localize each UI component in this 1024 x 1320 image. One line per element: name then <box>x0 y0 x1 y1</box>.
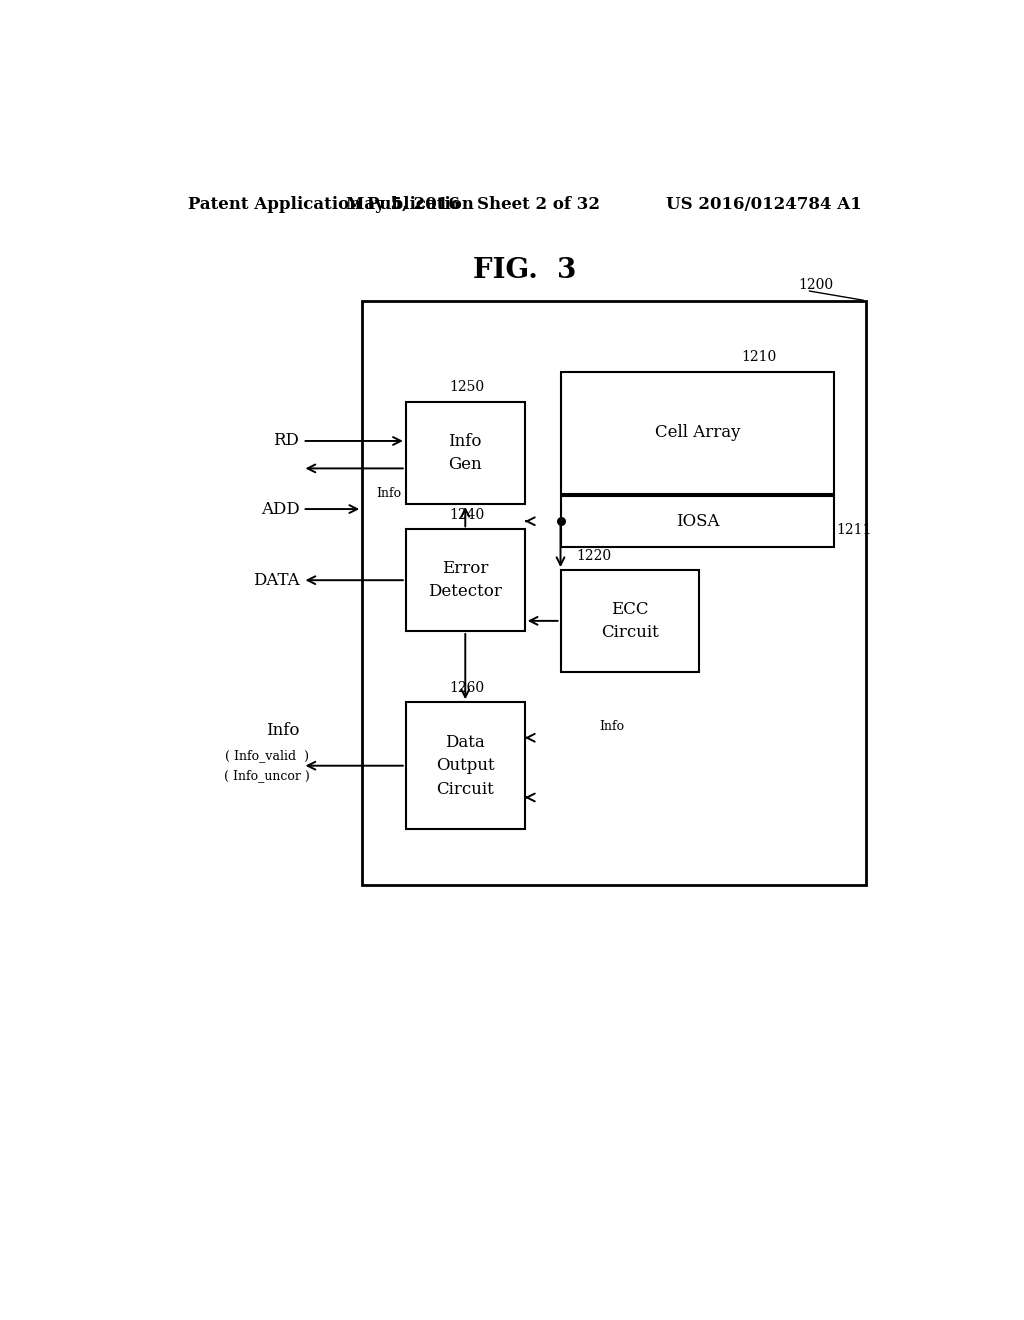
Text: 1250: 1250 <box>450 380 484 395</box>
Bar <box>406 403 524 504</box>
Text: Cell Array: Cell Array <box>654 424 740 441</box>
Text: Info: Info <box>377 487 401 500</box>
Text: Data
Output
Circuit: Data Output Circuit <box>436 734 495 797</box>
Text: Info
Gen: Info Gen <box>449 433 482 474</box>
Bar <box>406 529 524 631</box>
Bar <box>560 570 699 672</box>
Bar <box>560 372 835 494</box>
Text: FIG.  3: FIG. 3 <box>473 256 577 284</box>
Text: ( Info_uncor ): ( Info_uncor ) <box>224 770 309 783</box>
Text: IOSA: IOSA <box>676 512 719 529</box>
Text: RD: RD <box>273 433 299 449</box>
Text: ECC
Circuit: ECC Circuit <box>601 601 658 642</box>
Text: 1260: 1260 <box>450 681 484 696</box>
Text: Error
Detector: Error Detector <box>428 560 502 601</box>
Bar <box>560 496 835 546</box>
Text: Info: Info <box>266 722 299 739</box>
Text: May 5, 2016   Sheet 2 of 32: May 5, 2016 Sheet 2 of 32 <box>346 195 600 213</box>
Bar <box>362 301 866 886</box>
Text: DATA: DATA <box>253 572 299 589</box>
Text: 1211: 1211 <box>837 523 872 536</box>
Text: ADD: ADD <box>261 500 299 517</box>
Text: 1220: 1220 <box>577 549 611 562</box>
Text: Info: Info <box>599 719 625 733</box>
Text: Patent Application Publication: Patent Application Publication <box>187 195 473 213</box>
Text: US 2016/0124784 A1: US 2016/0124784 A1 <box>667 195 862 213</box>
Text: ( Info_valid  ): ( Info_valid ) <box>225 748 309 762</box>
Text: 1200: 1200 <box>799 277 834 292</box>
Text: 1240: 1240 <box>450 508 484 523</box>
Bar <box>406 702 524 829</box>
Text: 1210: 1210 <box>741 350 776 364</box>
